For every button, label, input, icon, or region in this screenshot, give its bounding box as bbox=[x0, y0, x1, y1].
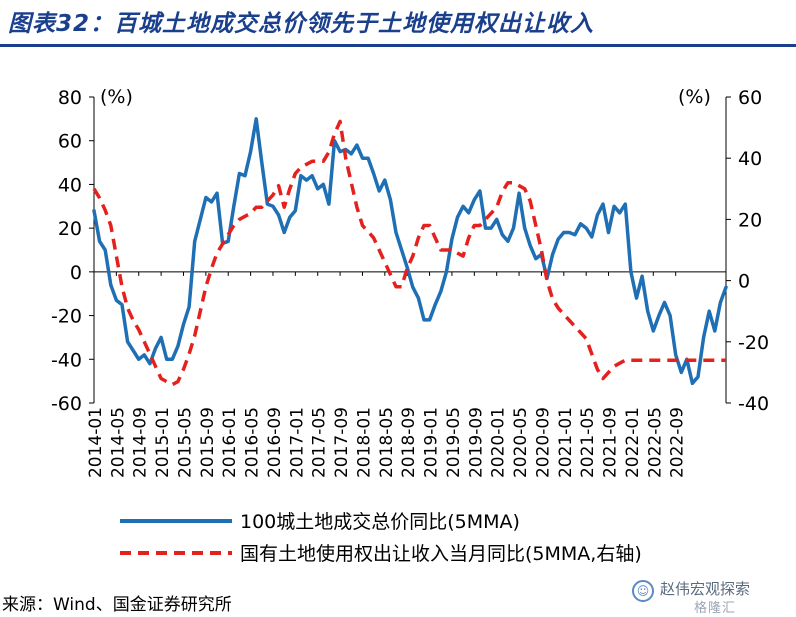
x-tick-label: 2019-09 bbox=[466, 407, 486, 478]
right-y-tick-label: 20 bbox=[738, 209, 762, 231]
wechat-icon: ☺ bbox=[632, 580, 654, 602]
x-tick-label: 2019-01 bbox=[422, 407, 442, 478]
x-tick-label: 2020-01 bbox=[489, 407, 509, 478]
left-y-tick-label: 0 bbox=[70, 262, 82, 284]
x-tick-label: 2022-05 bbox=[645, 407, 665, 478]
left-y-tick-label: -40 bbox=[51, 349, 82, 371]
watermark-logo: 格隆汇 bbox=[694, 601, 737, 616]
left-y-tick-label: 60 bbox=[58, 131, 82, 153]
x-tick-label: 2017-05 bbox=[310, 407, 330, 478]
x-tick-label: 2017-09 bbox=[332, 407, 352, 478]
x-tick-label: 2016-09 bbox=[265, 407, 285, 478]
right-y-tick-label: 0 bbox=[738, 271, 750, 293]
left-y-tick-label: -20 bbox=[51, 306, 82, 328]
x-tick-label: 2019-05 bbox=[444, 407, 464, 478]
x-tick-label: 2020-05 bbox=[511, 407, 531, 478]
chart: 80 60 40 20 0 -20 -40 -60 60 40 20 0 -20 -40 (%) (%) 201… bbox=[51, 86, 769, 565]
right-axis-unit: (%) bbox=[678, 86, 711, 108]
left-y-tick-label: 20 bbox=[58, 218, 82, 240]
x-tick-label: 2018-09 bbox=[399, 407, 419, 478]
x-tick-label: 2016-01 bbox=[220, 407, 240, 478]
x-tick-label: 2014-05 bbox=[108, 407, 128, 478]
right-y-tick-label: 60 bbox=[738, 87, 762, 109]
page-title: 图表32：百城土地成交总价领先于土地使用权出让收入 bbox=[8, 11, 595, 37]
right-y-tick-label: -20 bbox=[738, 332, 769, 354]
x-tick-label: 2018-05 bbox=[377, 407, 397, 478]
x-tick-label: 2022-09 bbox=[668, 407, 688, 478]
title-divider bbox=[0, 44, 796, 47]
x-tick-label: 2016-05 bbox=[243, 407, 263, 478]
x-tick-label: 2021-09 bbox=[601, 407, 621, 478]
left-y-tick-label: 80 bbox=[58, 87, 82, 109]
x-tick-label: 2015-09 bbox=[198, 407, 218, 478]
series-line-land-transaction-value bbox=[92, 117, 728, 386]
legend-label: 国有土地使用权出让收入当月同比(5MMA,右轴) bbox=[240, 543, 642, 565]
watermark: ☺ 赵伟宏观探索 格隆汇 bbox=[632, 576, 796, 616]
x-tick-label: 2014-01 bbox=[86, 407, 106, 478]
left-y-tick-label: -60 bbox=[51, 393, 82, 415]
x-tick-label: 2015-01 bbox=[153, 407, 173, 478]
left-axis-unit: (%) bbox=[100, 86, 133, 108]
x-tick-label: 2018-01 bbox=[354, 407, 374, 478]
x-tick-label: 2020-09 bbox=[533, 407, 553, 478]
x-tick-label: 2017-01 bbox=[287, 407, 307, 478]
right-y-tick-label: 40 bbox=[738, 148, 762, 170]
x-tick-label: 2014-09 bbox=[131, 407, 151, 478]
x-tick-label: 2021-05 bbox=[578, 407, 598, 478]
series-line-land-transfer-revenue bbox=[92, 119, 726, 387]
watermark-name: 赵伟宏观探索 bbox=[660, 580, 751, 598]
right-y-tick-label: -40 bbox=[738, 393, 769, 415]
left-y-tick-label: 40 bbox=[58, 174, 82, 196]
legend-label: 100城土地成交总价同比(5MMA) bbox=[240, 511, 520, 533]
x-tick-label: 2022-01 bbox=[623, 407, 643, 478]
x-tick-label: 2015-05 bbox=[175, 407, 195, 478]
source-note: 来源：Wind、国金证券研究所 bbox=[2, 595, 232, 615]
x-tick-label: 2021-01 bbox=[556, 407, 576, 478]
